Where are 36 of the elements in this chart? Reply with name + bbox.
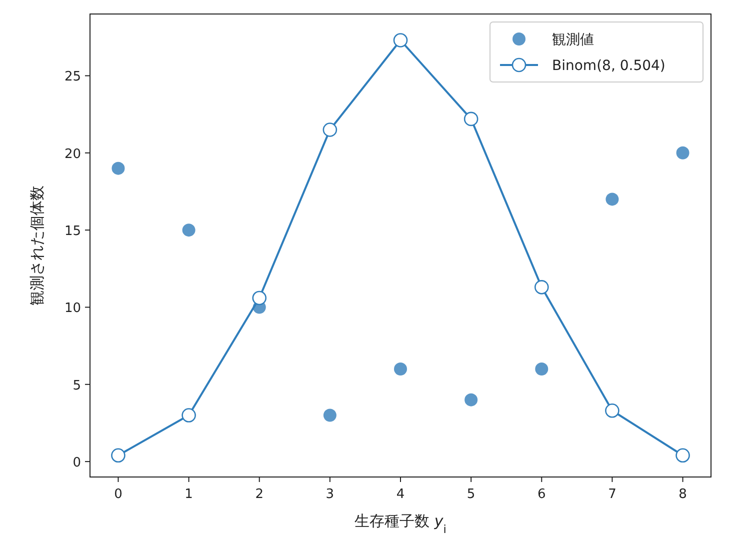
point: [535, 362, 548, 376]
x-tick-label: 2: [255, 487, 264, 502]
point: [111, 448, 126, 463]
legend-label: Binom(8, 0.504): [552, 58, 666, 74]
point: [394, 362, 407, 376]
point: [322, 122, 338, 137]
point: [676, 146, 690, 160]
x-tick-label: 8: [678, 487, 687, 502]
point: [464, 393, 478, 406]
x-tick-label: 0: [114, 487, 122, 502]
x-tick-label: 6: [537, 487, 546, 502]
y-tick-label: 20: [64, 146, 81, 162]
y-tick-label: 10: [64, 301, 81, 316]
x-tick-label: 7: [608, 487, 616, 502]
point: [534, 280, 549, 294]
y-tick-label: 0: [72, 456, 81, 471]
point: [464, 112, 478, 126]
x-tick-label: 4: [396, 487, 405, 502]
x-tick-label: 3: [326, 487, 334, 502]
x-axis-title: 生存種子数 y$_{i}$: [354, 512, 446, 536]
point: [252, 290, 267, 306]
point: [605, 403, 620, 418]
x-tick-label: 5: [466, 487, 476, 502]
y-axis-title: 観測された個体数: [28, 186, 46, 306]
point: [182, 408, 196, 422]
point: [182, 224, 196, 237]
y-tick-label: 15: [64, 224, 81, 240]
point: [606, 192, 619, 206]
point: [323, 408, 336, 422]
x-tick-label: 1: [184, 487, 193, 502]
y-tick-label: 25: [64, 70, 81, 85]
legend-label: 観測値: [552, 32, 594, 48]
y-tick-label: 5: [72, 378, 81, 394]
point: [676, 448, 690, 463]
point: [112, 162, 125, 175]
point: [393, 33, 408, 48]
